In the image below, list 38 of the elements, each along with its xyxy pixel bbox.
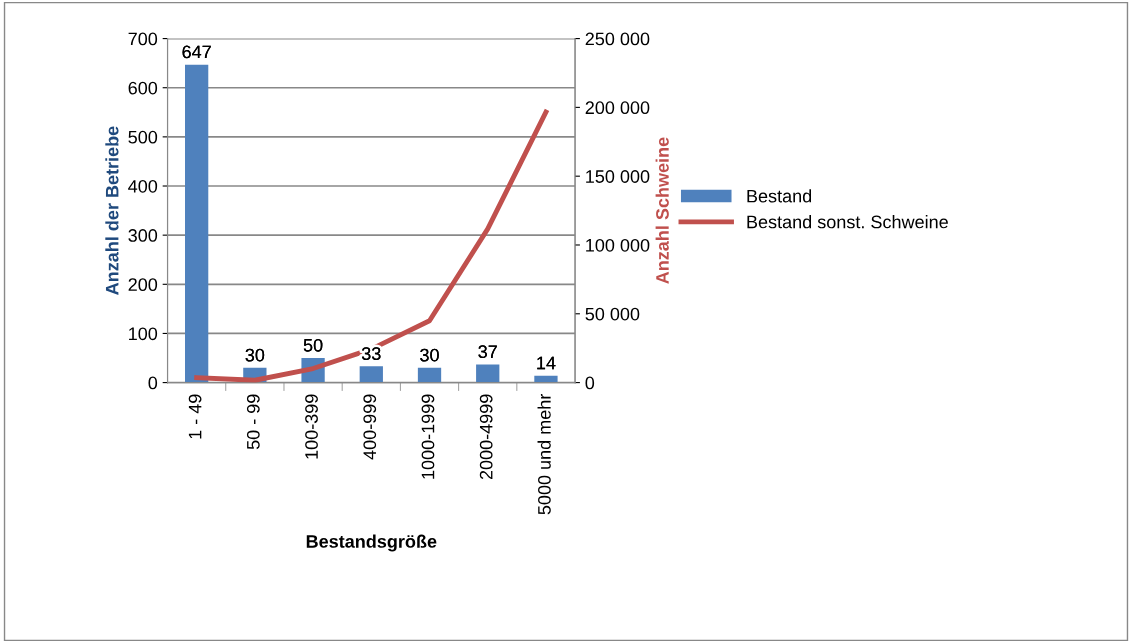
data-label: 14 bbox=[537, 356, 556, 370]
data-label: 30 bbox=[420, 348, 439, 362]
legend-label: Bestand bbox=[747, 189, 812, 203]
y-tick-label: 500 bbox=[128, 130, 158, 144]
x-tick-label: 50 - 99 bbox=[246, 394, 260, 450]
y-tick-label: 0 bbox=[148, 376, 158, 390]
bar bbox=[359, 366, 383, 383]
y2-tick-label: 0 bbox=[585, 376, 595, 390]
y-axis-title: Anzahl der Betriebe bbox=[105, 126, 119, 295]
y2-tick-label: 200 000 bbox=[585, 101, 650, 115]
x-tick-label: 1 - 49 bbox=[188, 394, 202, 439]
bar bbox=[185, 64, 209, 383]
y-tick-label: 100 bbox=[129, 327, 158, 341]
y2-tick-label: 150 000 bbox=[586, 170, 650, 183]
y2-axis-title: Anzahl Schweine bbox=[655, 137, 669, 284]
y-tick-label: 300 bbox=[128, 229, 158, 242]
y2-tick-label: 50 000 bbox=[585, 307, 640, 321]
x-tick-label: 400-999 bbox=[363, 394, 377, 460]
y-tick-label: 600 bbox=[128, 81, 158, 95]
data-label: 30 bbox=[245, 348, 265, 362]
data-label: 37 bbox=[478, 345, 497, 359]
y2-tick-label: 250 000 bbox=[585, 32, 650, 46]
data-label: 50 bbox=[303, 338, 323, 352]
y-tick-label: 700 bbox=[128, 32, 158, 46]
bar bbox=[476, 364, 500, 383]
x-tick-label: 1000-1999 bbox=[421, 394, 435, 479]
x-axis-title: Bestandsgröße bbox=[306, 534, 437, 552]
data-label: 647 bbox=[182, 45, 211, 59]
bar bbox=[417, 367, 442, 383]
x-tick-label: 5000 und mehr bbox=[537, 393, 551, 515]
y-tick-label: 400 bbox=[128, 179, 158, 193]
y-tick-label: 200 bbox=[128, 278, 158, 292]
x-tick-label: 100-399 bbox=[305, 394, 318, 459]
legend-label: Bestand sonst. Schweine bbox=[747, 215, 948, 229]
bar bbox=[534, 375, 558, 383]
data-label: 33 bbox=[361, 347, 381, 361]
x-tick-label: 2000-4999 bbox=[479, 394, 493, 480]
y2-tick-label: 100 000 bbox=[586, 238, 650, 252]
